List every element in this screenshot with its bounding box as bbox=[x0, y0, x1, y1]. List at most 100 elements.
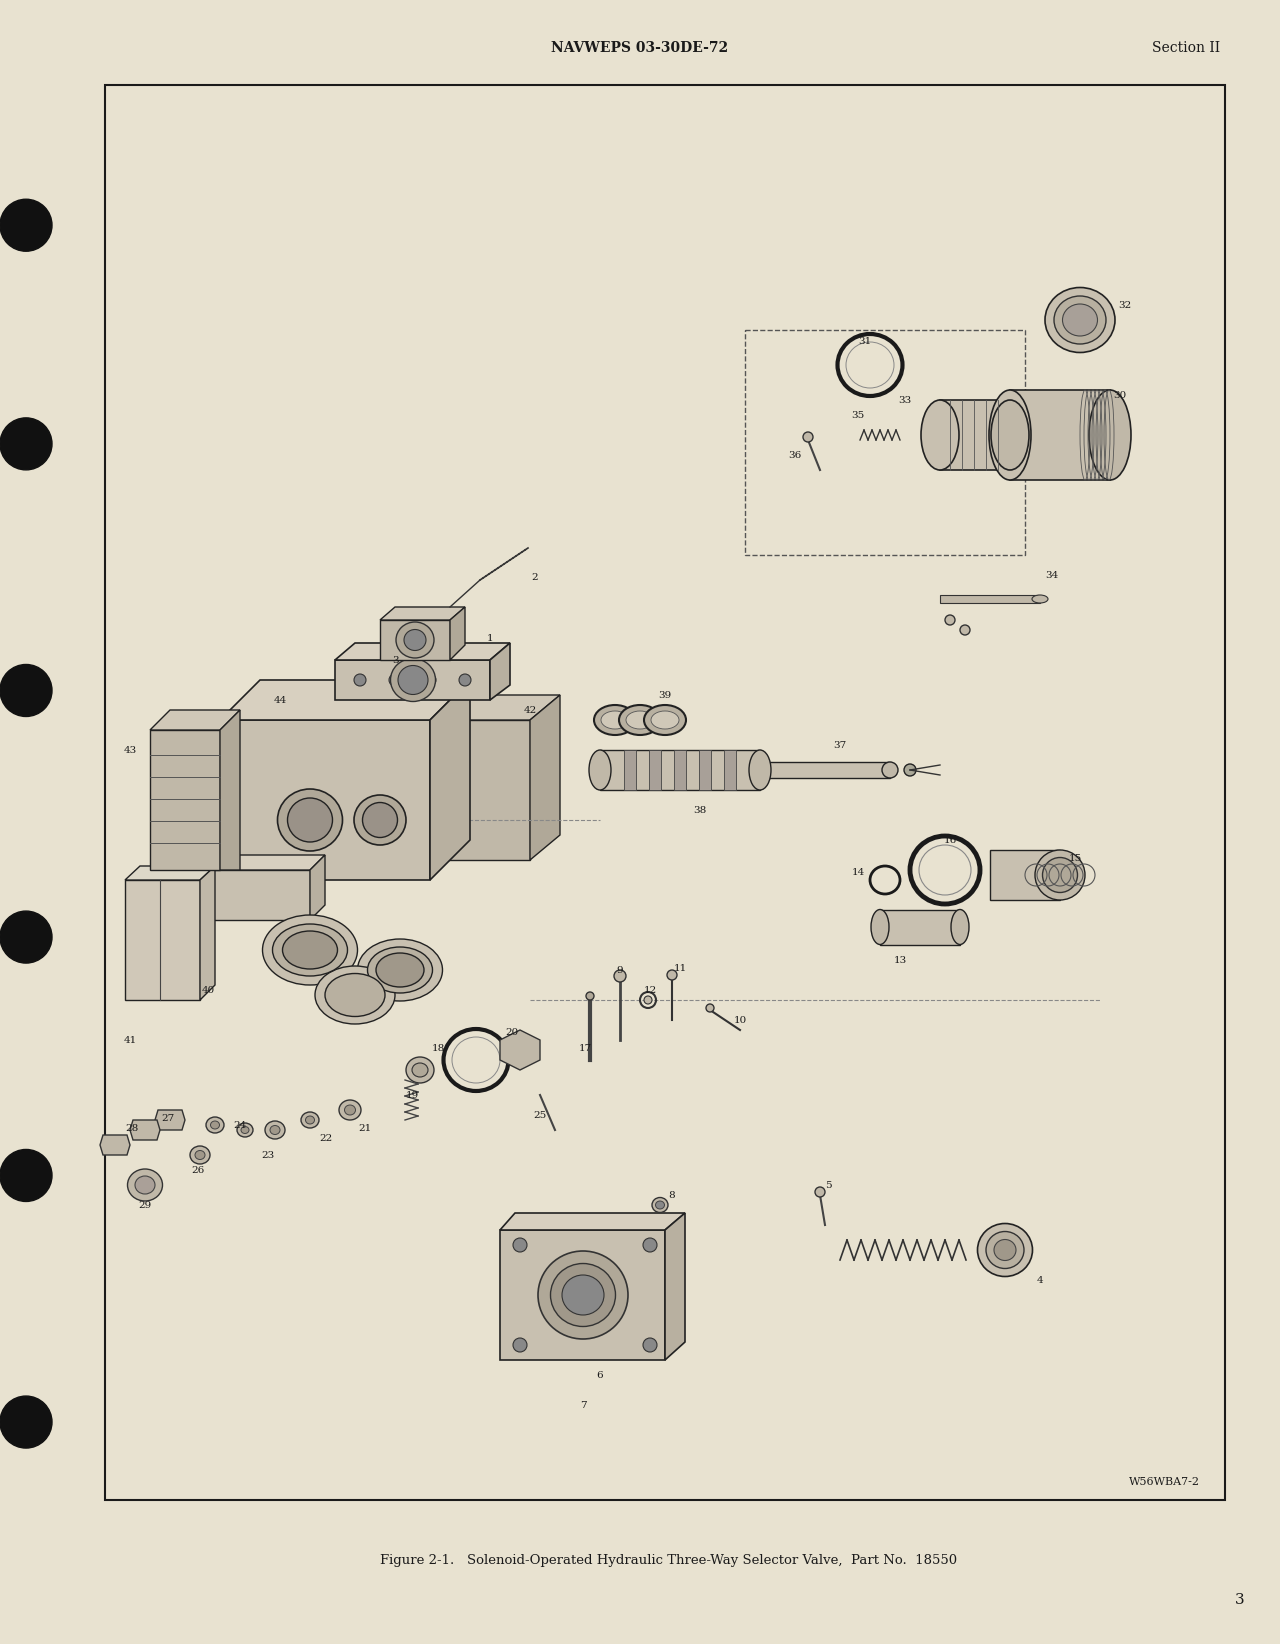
Polygon shape bbox=[600, 750, 760, 791]
Text: 17: 17 bbox=[579, 1044, 591, 1052]
Text: 36: 36 bbox=[788, 450, 801, 460]
Polygon shape bbox=[200, 866, 215, 1000]
Text: 18: 18 bbox=[431, 1044, 444, 1052]
Polygon shape bbox=[150, 730, 220, 870]
Ellipse shape bbox=[262, 916, 357, 985]
Polygon shape bbox=[940, 595, 1039, 603]
Ellipse shape bbox=[538, 1251, 628, 1338]
Polygon shape bbox=[150, 710, 241, 730]
Ellipse shape bbox=[1062, 304, 1097, 335]
Ellipse shape bbox=[643, 1238, 657, 1253]
Text: 12: 12 bbox=[644, 985, 657, 995]
Ellipse shape bbox=[707, 1004, 714, 1013]
Text: 39: 39 bbox=[658, 690, 672, 699]
Text: 9: 9 bbox=[617, 965, 623, 975]
Polygon shape bbox=[131, 1120, 160, 1139]
Ellipse shape bbox=[644, 705, 686, 735]
Ellipse shape bbox=[643, 1338, 657, 1351]
Text: 5: 5 bbox=[824, 1180, 831, 1190]
Text: 25: 25 bbox=[534, 1110, 547, 1120]
Ellipse shape bbox=[652, 1197, 668, 1213]
Text: Section II: Section II bbox=[1152, 41, 1220, 54]
Text: Figure 2-1.   Solenoid-Operated Hydraulic Three-Way Selector Valve,  Part No.  1: Figure 2-1. Solenoid-Operated Hydraulic … bbox=[380, 1554, 957, 1567]
Ellipse shape bbox=[991, 399, 1029, 470]
Polygon shape bbox=[220, 681, 470, 720]
Text: 24: 24 bbox=[233, 1121, 247, 1129]
Polygon shape bbox=[335, 659, 490, 700]
Polygon shape bbox=[490, 643, 509, 700]
Circle shape bbox=[0, 1396, 52, 1448]
Ellipse shape bbox=[288, 797, 333, 842]
Ellipse shape bbox=[589, 750, 611, 791]
Text: 4: 4 bbox=[1037, 1276, 1043, 1284]
Ellipse shape bbox=[241, 1126, 250, 1133]
Polygon shape bbox=[500, 1230, 666, 1360]
Ellipse shape bbox=[1032, 595, 1048, 603]
Text: 43: 43 bbox=[123, 745, 137, 755]
Text: 22: 22 bbox=[320, 1133, 333, 1143]
Ellipse shape bbox=[376, 954, 424, 986]
Text: 38: 38 bbox=[694, 806, 707, 814]
Ellipse shape bbox=[406, 1057, 434, 1083]
Text: 19: 19 bbox=[406, 1090, 419, 1100]
Text: 10: 10 bbox=[733, 1016, 746, 1024]
Polygon shape bbox=[220, 710, 241, 870]
Text: 14: 14 bbox=[851, 868, 864, 876]
Ellipse shape bbox=[273, 924, 347, 977]
Ellipse shape bbox=[134, 1175, 155, 1194]
Text: 28: 28 bbox=[125, 1123, 138, 1133]
Ellipse shape bbox=[803, 432, 813, 442]
Ellipse shape bbox=[460, 674, 471, 686]
Polygon shape bbox=[335, 643, 509, 659]
Text: 21: 21 bbox=[358, 1123, 371, 1133]
Polygon shape bbox=[189, 855, 325, 870]
Polygon shape bbox=[1010, 390, 1110, 480]
Ellipse shape bbox=[315, 967, 396, 1024]
Text: 27: 27 bbox=[161, 1113, 174, 1123]
Ellipse shape bbox=[960, 625, 970, 635]
Ellipse shape bbox=[306, 1116, 315, 1124]
Text: 26: 26 bbox=[192, 1166, 205, 1174]
Ellipse shape bbox=[265, 1121, 285, 1139]
Ellipse shape bbox=[986, 1231, 1024, 1269]
Polygon shape bbox=[940, 399, 1010, 470]
Ellipse shape bbox=[922, 399, 959, 470]
Ellipse shape bbox=[344, 1105, 356, 1115]
Text: 44: 44 bbox=[274, 695, 287, 705]
Ellipse shape bbox=[1089, 390, 1132, 480]
Circle shape bbox=[0, 911, 52, 963]
Text: 20: 20 bbox=[506, 1028, 518, 1036]
Ellipse shape bbox=[357, 939, 443, 1001]
Bar bbox=[745, 330, 1025, 556]
Polygon shape bbox=[310, 855, 325, 921]
Polygon shape bbox=[649, 750, 660, 791]
Ellipse shape bbox=[620, 705, 660, 735]
Ellipse shape bbox=[206, 1116, 224, 1133]
Ellipse shape bbox=[367, 947, 433, 993]
Ellipse shape bbox=[189, 1146, 210, 1164]
Ellipse shape bbox=[602, 710, 628, 728]
Ellipse shape bbox=[594, 705, 636, 735]
Circle shape bbox=[0, 418, 52, 470]
Text: 7: 7 bbox=[580, 1401, 586, 1409]
Text: 15: 15 bbox=[1069, 853, 1082, 863]
Text: 3: 3 bbox=[1235, 1593, 1245, 1606]
Ellipse shape bbox=[396, 621, 434, 658]
Ellipse shape bbox=[655, 1202, 664, 1208]
Polygon shape bbox=[125, 866, 215, 880]
Circle shape bbox=[0, 199, 52, 252]
Polygon shape bbox=[125, 880, 200, 1000]
Polygon shape bbox=[760, 763, 890, 778]
Polygon shape bbox=[989, 850, 1060, 899]
Ellipse shape bbox=[989, 390, 1030, 480]
Ellipse shape bbox=[995, 1240, 1016, 1261]
Text: 37: 37 bbox=[833, 740, 846, 750]
Polygon shape bbox=[430, 695, 561, 720]
Ellipse shape bbox=[550, 1264, 616, 1327]
Text: NAVWEPS 03-30DE-72: NAVWEPS 03-30DE-72 bbox=[552, 41, 728, 54]
Ellipse shape bbox=[390, 659, 435, 702]
Ellipse shape bbox=[404, 630, 426, 651]
Ellipse shape bbox=[951, 909, 969, 945]
Text: 34: 34 bbox=[1046, 570, 1059, 579]
Ellipse shape bbox=[1053, 296, 1106, 344]
